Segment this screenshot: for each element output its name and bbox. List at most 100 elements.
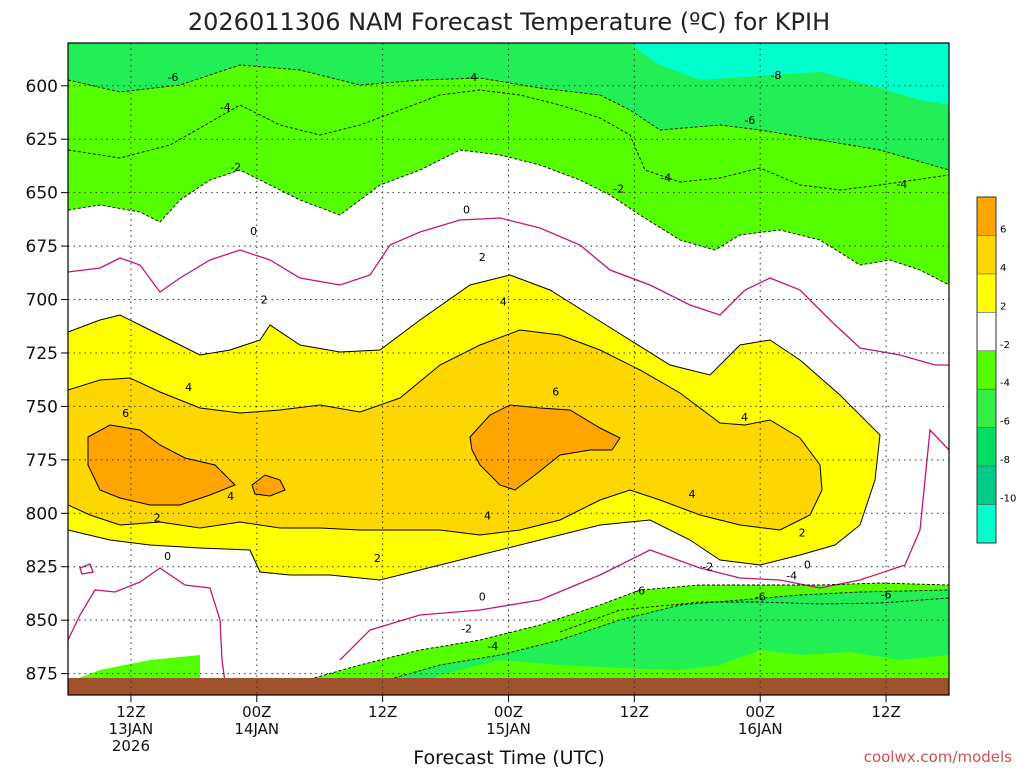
contour-label: 2 (799, 527, 806, 540)
legend-swatch (977, 273, 996, 313)
contour-label: -6 (744, 114, 755, 127)
contour-zero (68, 217, 949, 366)
contour-label: -2 (613, 182, 624, 195)
contour-minus-2-lower (299, 582, 949, 683)
contour-label: 0 (164, 550, 171, 563)
legend-level-label: -2 (1000, 340, 1010, 351)
contour-label: -2 (461, 623, 472, 636)
contour-labels: -6 -4 -2 -4 -8 -6 -4 -2 -4 0 0 2 2 4 4 6 6 4 4 2 4 4 2 2 0 0 -2 -4 -… (122, 69, 907, 653)
legend-level-label: -10 (1000, 494, 1016, 505)
legend-level-label: -8 (1000, 455, 1010, 466)
y-tick-label: 775 (26, 451, 58, 471)
y-tick-label: 725 (26, 344, 58, 364)
x-tick-label: 12Z (620, 703, 649, 721)
contour-label: -6 (634, 584, 645, 597)
legend-swatch (977, 504, 996, 543)
contour-label: -4 (220, 101, 231, 114)
legend-swatch (977, 389, 996, 428)
contour-6-small (251, 474, 286, 497)
x-tick-label: 00Z (746, 703, 775, 721)
legend-level-label: -4 (1000, 378, 1010, 389)
contour-label: 4 (227, 490, 234, 503)
contour-label: 2 (479, 251, 486, 264)
y-tick-label: 625 (26, 130, 58, 150)
contour-label: 0 (250, 225, 257, 238)
contour-label: -4 (896, 178, 907, 191)
y-tick-label: 700 (26, 291, 58, 311)
legend-level-label: -6 (1000, 417, 1010, 428)
contour-label: -4 (487, 640, 498, 653)
contour-label: 6 (122, 407, 129, 420)
contour-label: -6 (881, 589, 892, 602)
fill-above-6-small (252, 475, 285, 496)
contour-label: 2 (154, 512, 161, 525)
legend-swatch (977, 197, 996, 236)
x-tick-label: 13JAN (109, 720, 154, 738)
x-tick-label: 12Z (116, 703, 145, 721)
legend-swatch (977, 427, 996, 467)
chart-title: 2026011306 NAM Forecast Temperature (ºC)… (188, 8, 830, 36)
legend-swatch (977, 235, 996, 274)
fill-lower-minus-2-bottom-left (68, 655, 200, 682)
contour-label: -2 (230, 161, 241, 174)
y-tick-label: 600 (26, 77, 58, 97)
contour-label: 2 (261, 294, 268, 307)
y-tick-label: 675 (26, 237, 58, 257)
y-tick-label: 875 (26, 665, 58, 685)
y-tick-label: 650 (26, 184, 58, 204)
contour-minus-6 (68, 64, 949, 171)
grid-lines (68, 43, 949, 695)
contour-zero-lower (68, 567, 226, 683)
contour-lines (68, 64, 949, 683)
fill-above-6-center (470, 405, 620, 490)
fill-above-6-left (88, 425, 235, 505)
x-tick-label: 00Z (242, 703, 271, 721)
fill-lower-white (68, 568, 230, 682)
contour-label: 0 (479, 591, 486, 604)
contour-6-left (87, 424, 236, 506)
x-tick-label: 2026 (112, 737, 150, 755)
contour-label: -8 (770, 69, 781, 82)
contour-minus-4 (68, 89, 949, 191)
x-tick-label: 12Z (871, 703, 900, 721)
credit-text: coolwx.com/models (864, 748, 1012, 766)
contour-label: 4 (689, 488, 696, 501)
x-tick-label: 00Z (494, 703, 523, 721)
legend-swatch (977, 350, 996, 390)
contour-label: 0 (463, 204, 470, 217)
contour-label: -2 (702, 561, 713, 574)
contour-label: 6 (552, 385, 559, 398)
contour-label: -6 (167, 71, 178, 84)
y-tick-label: 750 (26, 397, 58, 417)
legend-level-label: 6 (1000, 224, 1006, 235)
legend-swatch (977, 312, 996, 351)
x-tick-label: 14JAN (234, 720, 279, 738)
y-tick-label: 850 (26, 611, 58, 631)
contour-label: 0 (804, 559, 811, 572)
contour-label: 4 (484, 509, 491, 522)
contour-label: 4 (741, 411, 748, 424)
y-tick-label: 800 (26, 504, 58, 524)
y-axis: 600 625 650 675 700 725 750 775 800 825 850 875 (26, 77, 68, 685)
contour-zero-loop (79, 563, 94, 575)
contour-label: -6 (755, 591, 766, 604)
legend-level-label: 4 (1000, 263, 1006, 274)
x-tick-label: 12Z (368, 703, 397, 721)
contour-minus-4-lower (379, 589, 949, 683)
contour-label: -4 (660, 172, 671, 185)
contour-label: 4 (185, 381, 192, 394)
contour-label: -4 (466, 71, 477, 84)
fill-lower-minus-4 (380, 590, 949, 682)
contour-label: 4 (500, 296, 507, 309)
legend-frame (976, 196, 997, 544)
contour-minus-2 (68, 149, 949, 286)
y-tick-label: 825 (26, 558, 58, 578)
legend: 6 4 2 -2 -4 -6 -8 -10 (976, 196, 1016, 544)
x-axis-label: Forecast Time (UTC) (413, 747, 604, 768)
legend-swatch (977, 466, 996, 505)
contour-label: -4 (786, 569, 797, 582)
contour-2 (68, 274, 881, 581)
fill-minus-10-band (630, 43, 949, 105)
